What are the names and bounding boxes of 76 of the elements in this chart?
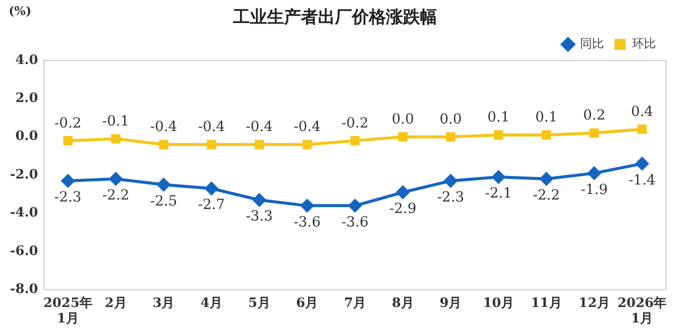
x-tick-label: 7月: [344, 296, 366, 311]
point: [157, 178, 170, 192]
data-label: -0.4: [198, 119, 226, 136]
data-label: -3.6: [294, 214, 321, 230]
point: [158, 140, 168, 150]
data-label: -0.4: [246, 119, 273, 136]
data-label: -1.9: [580, 182, 608, 198]
chart-title: 工业生产者出厂价格涨跌幅: [232, 8, 437, 28]
point: [588, 166, 601, 180]
data-label: 0.4: [630, 104, 654, 120]
x-tick-label: 5月: [248, 296, 270, 311]
data-label: -2.2: [532, 188, 560, 204]
point: [206, 140, 216, 150]
point: [348, 199, 362, 212]
y-tick-label: -8.0: [10, 282, 38, 298]
y-tick-label: 2.0: [15, 91, 38, 106]
y-tick-label: 0.0: [15, 129, 38, 144]
point: [63, 136, 73, 146]
x-tick-label: 6月: [296, 296, 318, 311]
point: [252, 193, 266, 206]
data-label: -3.6: [342, 214, 369, 230]
x-tick-label: 3月: [152, 296, 175, 311]
data-label: -2.3: [437, 189, 464, 206]
data-label: -2.9: [389, 200, 416, 217]
data-label: -0.1: [102, 113, 130, 130]
point: [637, 124, 647, 134]
data-label: 0.0: [392, 112, 414, 128]
x-tick-label: 11月: [530, 296, 562, 311]
y-tick-label: -6.0: [10, 244, 38, 259]
point: [350, 136, 360, 146]
legend-label: 同比: [580, 36, 604, 51]
point: [494, 130, 504, 140]
y-axis-title: (%): [8, 4, 32, 18]
data-label: -2.1: [485, 186, 512, 202]
point: [300, 199, 314, 212]
point: [492, 170, 506, 184]
data-label: -0.2: [342, 115, 369, 132]
y-tick-label: -2.0: [10, 167, 38, 182]
point: [446, 132, 456, 142]
data-label: 0.2: [583, 108, 606, 124]
data-label: -3.3: [246, 208, 273, 225]
point: [444, 174, 458, 188]
x-tick-label: 9月: [440, 296, 462, 311]
x-tick-label: 4月: [200, 296, 222, 311]
x-tick-label: 8月: [392, 296, 414, 311]
legend-label: 环比: [632, 36, 656, 51]
data-label: -2.2: [102, 188, 130, 204]
point: [254, 140, 264, 150]
x-tick-label: 2月: [104, 296, 127, 311]
point: [540, 172, 553, 186]
data-label: 0.1: [535, 110, 558, 126]
data-label: -0.2: [54, 115, 82, 132]
y-tick-label: 4.0: [15, 52, 38, 68]
point: [302, 140, 312, 150]
point: [398, 132, 408, 142]
x-tick-label: 12月: [578, 296, 610, 311]
point: [396, 186, 410, 199]
point: [542, 130, 552, 140]
point: [204, 182, 218, 195]
point: [61, 174, 74, 188]
x-tick-label: 10月: [482, 296, 514, 311]
x-tick-label: 2025年 1月: [43, 296, 93, 327]
point: [109, 172, 122, 186]
point: [111, 134, 120, 144]
data-label: -2.3: [54, 189, 82, 206]
data-label: -0.4: [150, 119, 178, 136]
data-label: 0.1: [487, 110, 510, 126]
x-tick-label: 2026年 1月: [617, 296, 667, 327]
data-label: -2.7: [198, 197, 225, 214]
data-label: -2.5: [150, 193, 178, 210]
point: [590, 128, 599, 138]
data-label: 0.0: [440, 112, 462, 128]
y-tick-label: -4.0: [10, 206, 38, 221]
data-label: -1.4: [628, 172, 656, 188]
data-label: -0.4: [294, 119, 321, 136]
point: [636, 157, 649, 170]
